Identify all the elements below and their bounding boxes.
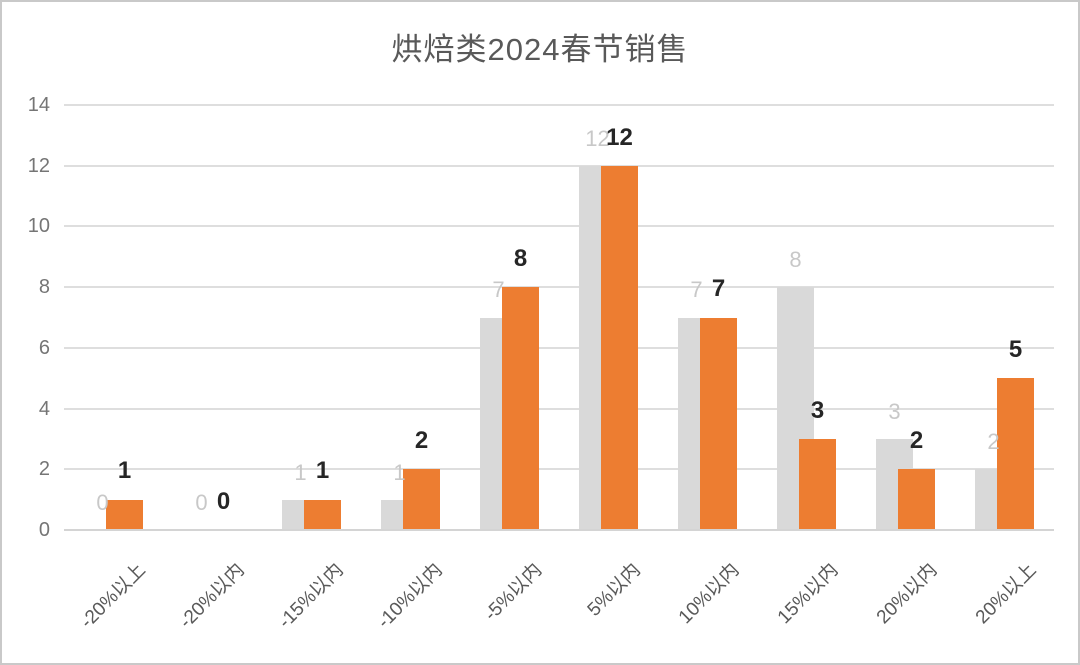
category-slot: 3 2 20%以内 [856,105,955,628]
category-slot: 2 5 20%以上 [955,105,1054,628]
category-slot: 1 2 -10%以内 [361,105,460,633]
bar-orange-series [106,499,143,530]
gridline [64,346,1054,349]
x-axis-category-label: 20%以内 [873,559,942,629]
category-slot: 7 7 10%以内 [658,105,757,628]
plot-area: 0 1 -20%以上 0 0 -20%以内 1 1 -15%以内 1 2 -10%以内 7 8 -5%以内 1… [64,104,1054,633]
data-label-orange: 8 [513,244,528,272]
y-tick-label: 0 [38,519,50,541]
gridline [64,104,1054,106]
bar-orange-series [799,438,836,530]
x-axis-line [64,529,1054,531]
data-label-gray: 12 [585,125,610,151]
y-tick-label: 6 [38,336,50,359]
x-axis-category-label: -10%以内 [373,559,447,633]
x-axis-category-label: -15%以内 [274,559,348,633]
x-axis-category-label: 15%以内 [774,559,843,629]
y-tick-label: 14 [27,94,50,116]
bar-orange-series [304,499,341,530]
y-tick-label: 8 [38,276,50,299]
bar-orange-series [403,469,440,530]
data-label-orange: 0 [216,487,231,515]
x-axis-category-label: 20%以上 [972,559,1041,629]
data-label-gray: 8 [789,247,802,273]
category-slot: 1 1 -15%以内 [262,105,361,632]
data-label-orange: 1 [117,457,132,485]
gridline [64,468,1054,471]
category-slot: 12 12 5%以内 [559,105,658,621]
gridline [64,407,1054,410]
y-axis: 0 2 4 6 8 10 12 14 [2,94,50,541]
y-tick-label: 2 [38,458,50,481]
x-axis-category-label: -20%以内 [175,559,249,633]
category-slot: 8 3 15%以内 [757,105,856,628]
gridline [64,225,1054,228]
data-label-gray: 0 [195,489,208,515]
bar-orange-series [898,469,935,530]
data-label-gray: 1 [294,459,307,485]
x-axis-category-label: -5%以内 [480,559,546,626]
y-tick-label: 4 [38,397,50,420]
data-label-orange: 12 [606,123,633,151]
gridline [64,286,1054,289]
data-label-orange: 7 [711,275,726,303]
data-label-orange: 2 [414,427,429,455]
bar-orange-series [700,317,737,530]
x-axis-category-label: 5%以内 [583,559,645,621]
x-axis-category-label: -20%以上 [76,559,150,633]
gridline [64,164,1054,167]
x-axis-category-label: 10%以内 [675,559,744,629]
category-slot: 0 0 -20%以内 [163,105,262,633]
y-tick-label: 12 [27,154,50,177]
bar-orange-series [601,165,638,530]
data-label-orange: 5 [1008,336,1023,364]
category-slot: 0 1 -20%以上 [64,105,163,632]
bar-orange-series [997,378,1034,530]
chart-title: 烘焙类2024春节销售 [391,32,689,67]
data-label-gray: 7 [690,277,703,303]
data-label-gray: 3 [888,398,901,424]
bar-orange-series [502,287,539,530]
category-slot: 7 8 -5%以内 [460,105,559,625]
data-label-orange: 1 [315,457,330,485]
y-tick-label: 10 [27,215,50,238]
